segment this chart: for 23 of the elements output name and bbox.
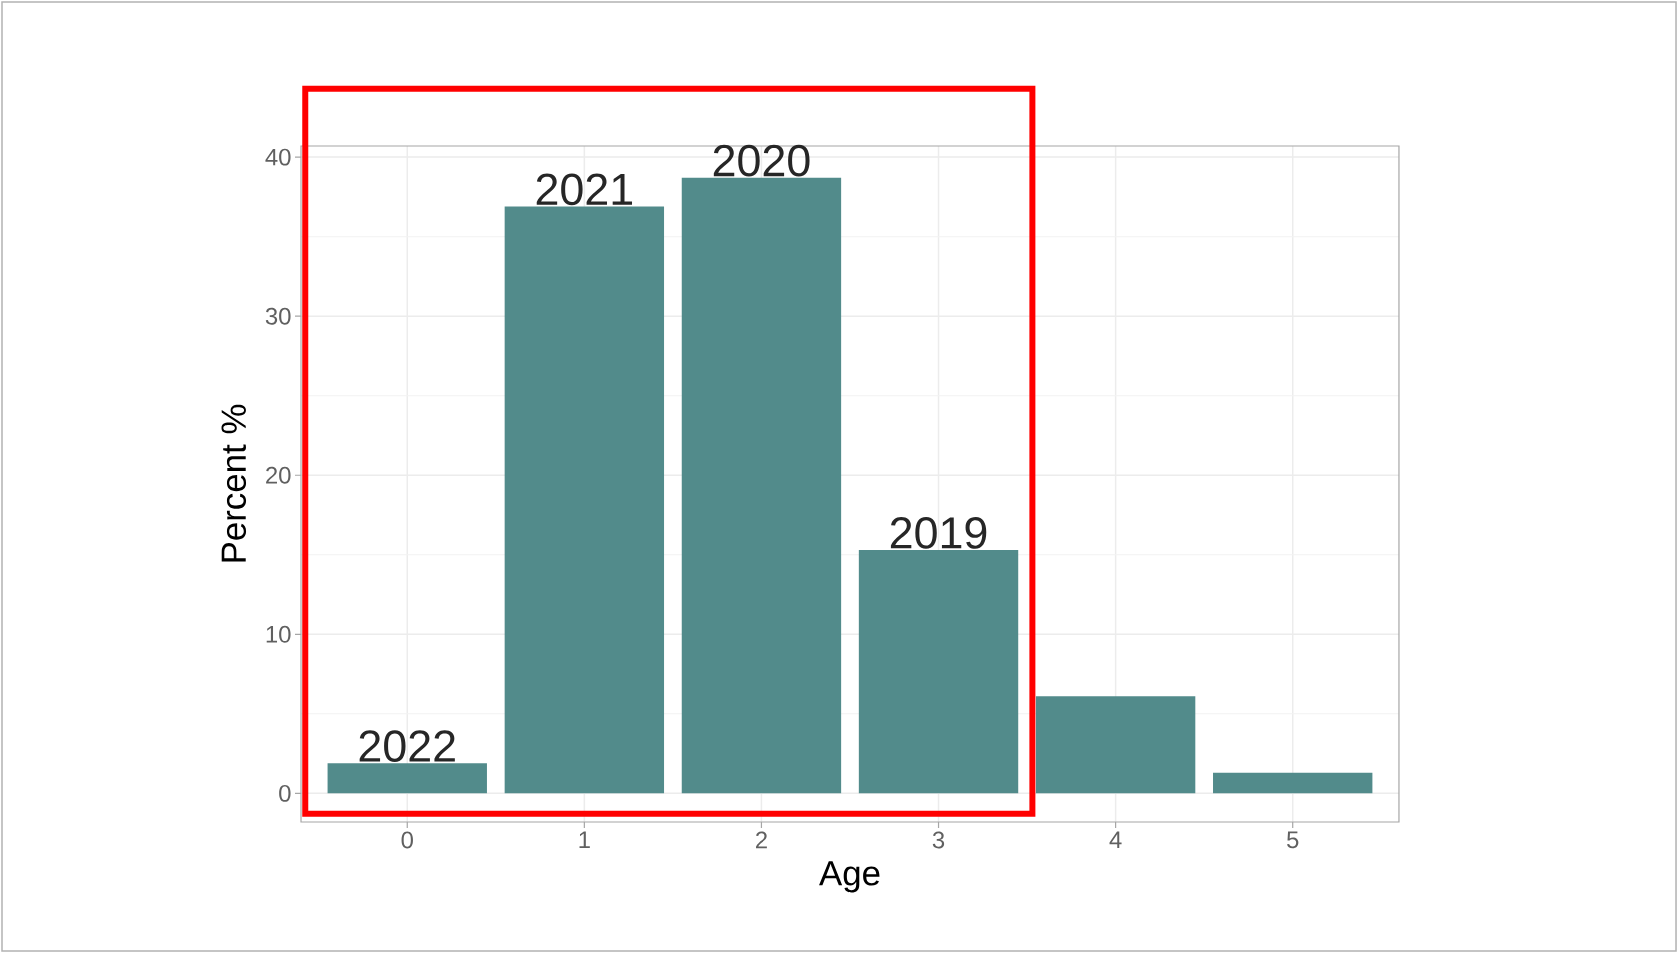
x-tick-label: 1 — [579, 831, 590, 848]
y-tick-label: 30 — [265, 307, 291, 325]
bar — [327, 763, 487, 794]
x-axis-title: Age — [819, 861, 880, 893]
bar — [1035, 696, 1196, 794]
x-tick-label: 0 — [401, 831, 413, 849]
x-tick-label: 2 — [755, 831, 767, 849]
y-tick-label: 10 — [266, 625, 291, 643]
annotation: 2022 — [359, 730, 455, 762]
bar — [858, 550, 1019, 794]
y-tick-label: 20 — [266, 466, 291, 484]
annotation: 2019 — [890, 517, 987, 549]
x-tick-label: 5 — [1287, 831, 1299, 849]
x-tick-label: 4 — [1109, 831, 1122, 848]
bar — [1213, 772, 1373, 794]
y-tick-label: 0 — [279, 784, 291, 802]
bar — [681, 177, 842, 794]
annotation: 2020 — [713, 144, 810, 177]
bar — [504, 206, 665, 794]
x-tick-label: 3 — [932, 831, 945, 849]
y-tick-label: 40 — [265, 148, 291, 166]
annotation: 2021 — [536, 173, 633, 206]
y-axis-title: Percent % — [221, 404, 247, 562]
